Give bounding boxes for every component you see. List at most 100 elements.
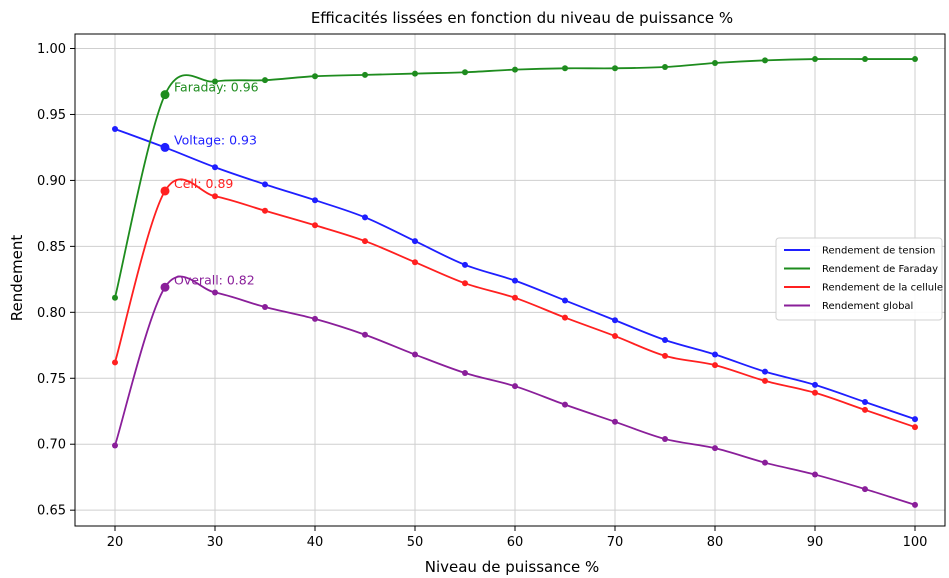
x-tick-label: 70 <box>607 535 624 550</box>
data-point-rendement-de-la-cellule <box>262 207 268 214</box>
data-point-rendement-de-faraday <box>262 77 268 84</box>
series-line-rendement-global <box>114 275 916 506</box>
annotation-rendement-de-faraday: Faraday: 0.96 <box>174 80 259 95</box>
x-tick-label: 90 <box>807 535 824 550</box>
y-tick-label: 1.00 <box>37 42 66 57</box>
data-point-rendement-de-la-cellule <box>612 333 618 340</box>
data-point-rendement-global <box>412 351 418 358</box>
data-point-rendement-de-la-cellule <box>912 424 918 431</box>
data-point-rendement-global <box>662 435 668 442</box>
data-point-rendement-de-tension <box>312 197 318 204</box>
data-point-rendement-global <box>762 459 768 466</box>
data-point-rendement-de-la-cellule <box>762 377 768 384</box>
legend-label-rendement-de-faraday: Rendement de Faraday <box>822 264 938 275</box>
plot-frame <box>74 33 946 527</box>
x-tick-label: 20 <box>107 535 124 550</box>
data-point-rendement-global <box>812 471 818 478</box>
data-point-rendement-de-faraday <box>112 294 118 301</box>
data-point-rendement-de-la-cellule <box>562 314 568 321</box>
data-point-rendement-global <box>712 445 718 452</box>
data-point-rendement-de-tension <box>212 164 218 171</box>
data-point-rendement-de-faraday <box>512 66 518 73</box>
data-point-rendement-de-la-cellule <box>862 406 868 413</box>
data-point-rendement-global <box>312 315 318 322</box>
data-point-rendement-de-tension <box>612 317 618 324</box>
data-point-rendement-de-la-cellule <box>212 193 218 200</box>
data-point-rendement-de-tension <box>362 214 368 221</box>
data-point-rendement-de-faraday <box>412 70 418 77</box>
data-point-rendement-de-la-cellule <box>112 359 118 366</box>
y-tick-label: 0.80 <box>37 306 66 321</box>
legend-label-rendement-global: Rendement global <box>822 301 913 312</box>
data-point-rendement-de-faraday <box>462 69 468 76</box>
y-axis-label: Rendement <box>8 235 26 322</box>
y-tick-label: 0.70 <box>37 438 66 453</box>
data-point-rendement-de-faraday <box>562 65 568 72</box>
data-point-rendement-de-faraday <box>612 65 618 72</box>
x-tick-label: 60 <box>507 535 524 550</box>
data-point-rendement-de-faraday <box>662 63 668 70</box>
data-point-rendement-de-la-cellule <box>712 362 718 369</box>
data-point-rendement-global <box>212 289 218 296</box>
y-tick-label: 0.90 <box>37 174 66 189</box>
data-point-rendement-de-faraday <box>312 73 318 80</box>
data-point-rendement-global <box>262 304 268 311</box>
annotations: Voltage: 0.93 Faraday: 0.96 Cell: 0.89 Over… <box>174 80 259 288</box>
data-point-rendement-de-tension <box>712 351 718 358</box>
data-point-rendement-de-tension <box>462 261 468 268</box>
data-point-rendement-de-tension <box>662 337 668 344</box>
annotation-rendement-global: Overall: 0.82 <box>174 272 255 287</box>
data-point-rendement-de-faraday <box>912 56 918 63</box>
data-point-rendement-de-tension <box>862 399 868 406</box>
annotation-rendement-de-tension: Voltage: 0.93 <box>174 132 257 147</box>
data-point-rendement-de-la-cellule <box>812 389 818 396</box>
y-tick-label: 0.95 <box>37 108 66 123</box>
legend-label-rendement-de-tension: Rendement de tension <box>822 246 935 257</box>
data-point-rendement-global <box>112 442 118 449</box>
legend: Rendement de tension Rendement de Faraday… <box>775 237 943 321</box>
data-point-rendement-global <box>612 418 618 425</box>
data-point-rendement-global <box>462 369 468 376</box>
axis-ticks: 20 30 40 50 60 70 80 90 100 0.65 0.70 0.75 0.80 0.85 0… <box>37 42 927 550</box>
data-point-rendement-de-faraday <box>712 60 718 67</box>
data-point-rendement-de-faraday <box>362 71 368 78</box>
data-point-rendement-de-faraday <box>212 78 218 85</box>
data-point-rendement-global <box>862 486 868 493</box>
x-tick-label: 30 <box>207 535 224 550</box>
legend-box <box>775 237 943 321</box>
data-point-rendement-de-tension <box>112 125 118 132</box>
data-point-rendement-de-tension <box>412 238 418 245</box>
data-point-rendement-de-faraday <box>812 56 818 63</box>
data-point-rendement-de-tension <box>762 368 768 375</box>
y-tick-label: 0.75 <box>37 372 66 387</box>
data-point-rendement-de-la-cellule <box>160 186 170 196</box>
data-point-rendement-de-tension <box>912 416 918 423</box>
data-point-rendement-de-tension <box>812 381 818 388</box>
x-axis-label: Niveau de puissance % <box>425 558 600 576</box>
data-point-rendement-de-la-cellule <box>512 294 518 301</box>
x-tick-label: 50 <box>407 535 424 550</box>
data-point-rendement-de-la-cellule <box>362 238 368 245</box>
data-point-rendement-de-tension <box>562 297 568 304</box>
data-point-rendement-global <box>362 331 368 338</box>
data-point-rendement-de-faraday <box>862 56 868 63</box>
y-tick-label: 0.65 <box>37 504 66 519</box>
data-point-rendement-de-tension <box>160 142 170 152</box>
data-point-rendement-de-la-cellule <box>312 222 318 229</box>
x-tick-label: 80 <box>707 535 724 550</box>
x-tick-label: 40 <box>307 535 324 550</box>
data-point-rendement-de-faraday <box>762 57 768 64</box>
series-markers <box>112 56 918 508</box>
data-point-rendement-de-la-cellule <box>662 352 668 359</box>
chart-title: Efficacités lissées en fonction du nivea… <box>311 9 733 27</box>
data-point-rendement-global <box>912 501 918 508</box>
data-point-rendement-de-tension <box>512 277 518 284</box>
data-point-rendement-global <box>160 282 170 292</box>
x-tick-label: 100 <box>903 535 928 550</box>
data-point-rendement-de-la-cellule <box>412 259 418 266</box>
legend-label-rendement-de-la-cellule: Rendement de la cellule <box>822 283 943 294</box>
annotation-rendement-de-la-cellule: Cell: 0.89 <box>174 176 233 191</box>
data-point-rendement-global <box>562 401 568 408</box>
data-point-rendement-global <box>512 383 518 390</box>
